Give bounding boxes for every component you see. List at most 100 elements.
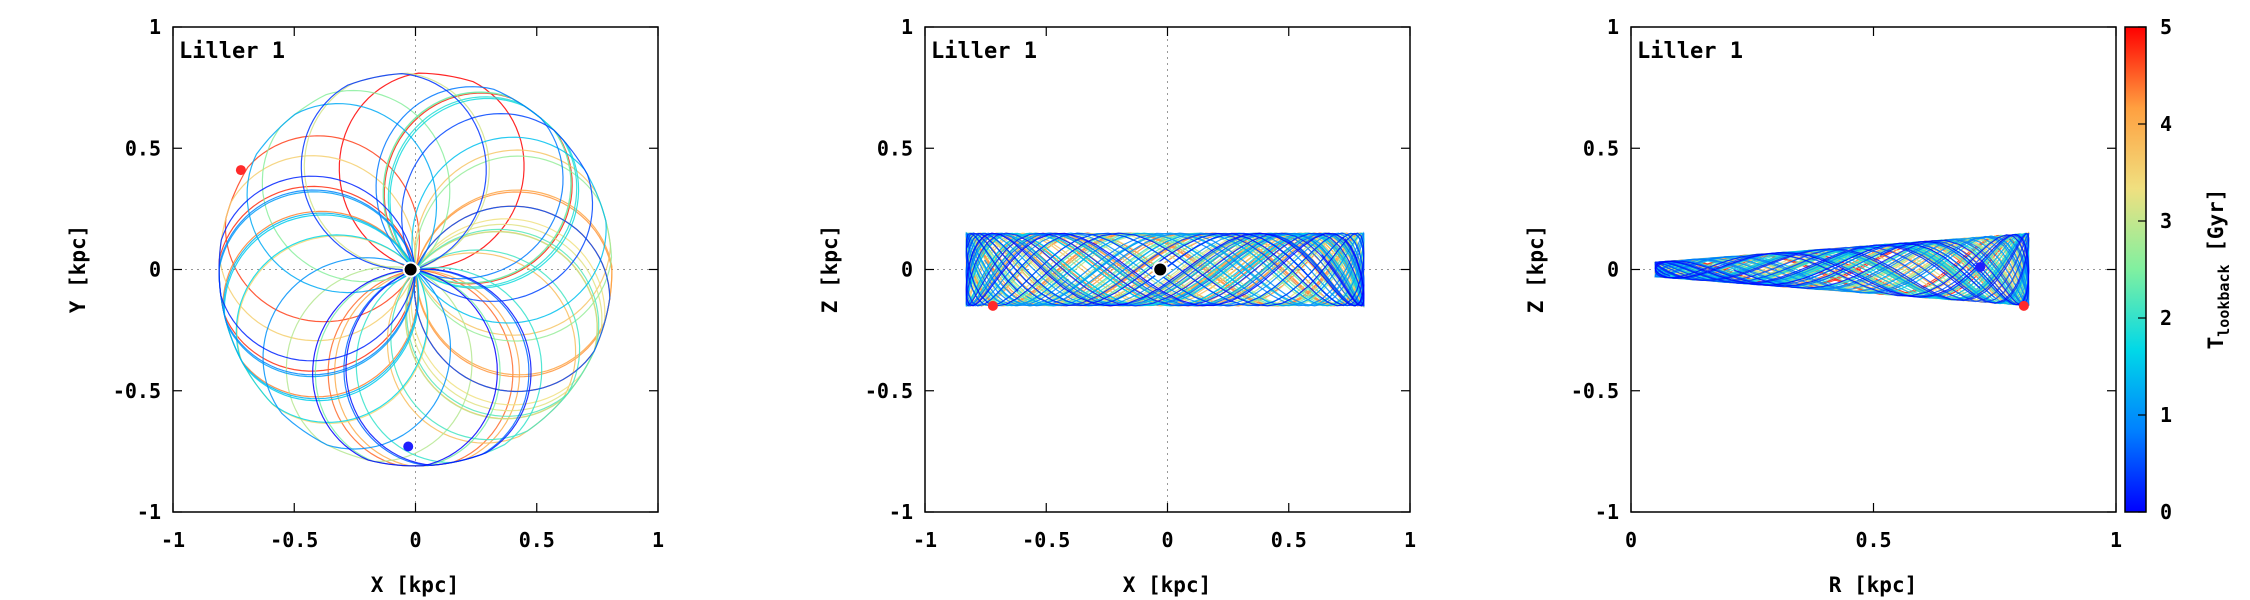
- orbit-trace: [389, 97, 580, 289]
- y-axis-label: Y [kpc]: [66, 225, 90, 314]
- x-tick-label: 0: [1625, 528, 1637, 552]
- panel-xz: -1 -0.5 0 0.5 1-1-0.500.51 Liller 1 X [kpc] …: [818, 15, 1416, 597]
- colorbar: 0 1 2 3 4 5 Tlookback [Gyr]: [2124, 15, 2233, 524]
- orbit-trace: [222, 210, 419, 398]
- orbit-trace: [338, 72, 525, 271]
- y-tick-label: 1: [1607, 15, 1619, 39]
- orbit-trace: [405, 228, 600, 417]
- y-tick-label: 1: [901, 15, 913, 39]
- x-axis-label: R [kpc]: [1829, 573, 1918, 597]
- markers-xz: [987, 261, 1169, 311]
- ticks-xz: -1 -0.5 0 0.5 1 -1 -0.5 0 0.5 1: [865, 15, 1416, 552]
- marker-center: [1152, 261, 1169, 278]
- y-tick-label: 0: [149, 258, 161, 282]
- marker-past: [1975, 262, 1986, 273]
- orbit-trace: [285, 266, 473, 463]
- x-tick-label: 0: [409, 528, 421, 552]
- x-tick-label: 0.5: [1855, 528, 1891, 552]
- marker-past: [403, 441, 414, 452]
- orbit-trace: [401, 112, 594, 302]
- y-tick-label: 0.5: [1583, 136, 1619, 160]
- panel-title: Liller 1: [179, 39, 285, 64]
- colorbar-ticks: 0 1 2 3 4 5: [2138, 15, 2172, 524]
- orbit-trace: [413, 205, 611, 393]
- orbit-trace: [235, 234, 429, 423]
- y-tick-label: -0.5: [113, 379, 161, 403]
- orbit-trace: [311, 269, 498, 467]
- colorbar-label-subscript: lookback: [2215, 264, 2233, 336]
- orbit-trace: [345, 268, 532, 466]
- y-axis-label: Z [kpc]: [1524, 225, 1548, 314]
- ticks-rz: 0 0.5 1 -1 -0.5 0 0.5 1: [1571, 15, 2122, 552]
- x-tick-label: -1: [161, 528, 185, 552]
- x-tick-label: 1: [2110, 528, 2122, 552]
- orbit-trace: [390, 249, 581, 441]
- orbit-trace: [224, 135, 421, 323]
- colorbar-tick-label: 5: [2160, 15, 2172, 39]
- colorbar-tick-label: 3: [2160, 209, 2172, 233]
- x-tick-label: -1: [913, 528, 937, 552]
- orbit-trace: [375, 86, 564, 280]
- colorbar-tick-label: 1: [2160, 403, 2172, 427]
- orbit-trace: [965, 232, 1365, 307]
- orbit-trace: [218, 155, 417, 342]
- x-tick-label: 1: [1404, 528, 1416, 552]
- x-tick-label: 0: [1161, 528, 1173, 552]
- orbit-trace: [965, 232, 1365, 307]
- orbit-trace: [300, 72, 487, 271]
- y-tick-label: 0.5: [877, 136, 913, 160]
- orbit-xz: [965, 231, 1365, 308]
- x-axis-label: X [kpc]: [1123, 573, 1212, 597]
- orbit-trace: [218, 175, 416, 362]
- orbit-trace: [1654, 232, 2030, 303]
- orbit-trace: [414, 155, 613, 342]
- orbit-xy: [218, 72, 613, 467]
- y-tick-label: -0.5: [1571, 379, 1619, 403]
- colorbar-gradient: [2124, 26, 2147, 513]
- ticks-xy: -1 -0.5 0 0.5 1 -1 -0.5 0 0.5 1: [113, 15, 664, 552]
- orbit-trace: [965, 232, 1365, 307]
- orbit-trace: [965, 231, 1365, 307]
- marker-present: [235, 165, 246, 176]
- panel-xy: -1 -0.5 0 0.5 1-1-0.500.51 Liller 1 X [kpc] …: [66, 15, 664, 597]
- x-tick-label: 0.5: [519, 528, 555, 552]
- orbit-trace: [411, 136, 607, 324]
- orbit-trace: [965, 232, 1365, 307]
- marker-present: [987, 300, 998, 311]
- colorbar-tick-label: 0: [2160, 500, 2172, 524]
- orbit-trace: [415, 189, 613, 376]
- y-tick-label: -1: [889, 500, 913, 524]
- orbit-trace: [1654, 233, 2030, 306]
- orbit-trace: [1654, 233, 2030, 304]
- marker-present: [2018, 300, 2029, 311]
- colorbar-tick-label: 2: [2160, 306, 2172, 330]
- orbit-trace: [261, 89, 451, 283]
- y-tick-label: 0.5: [125, 136, 161, 160]
- orbit-trace: [965, 232, 1365, 307]
- x-axis-label: X [kpc]: [371, 573, 460, 597]
- y-tick-label: -1: [137, 500, 161, 524]
- y-tick-label: -0.5: [865, 379, 913, 403]
- orbit-rz: [1653, 231, 2030, 307]
- panel-title: Liller 1: [1637, 39, 1743, 64]
- x-tick-label: 0.5: [1271, 528, 1307, 552]
- markers-rz: [1975, 262, 2029, 311]
- orbit-trace: [965, 232, 1365, 307]
- colorbar-label-unit: [Gyr]: [2204, 189, 2228, 265]
- markers-xy: [235, 165, 419, 452]
- colorbar-tick-label: 4: [2160, 112, 2172, 136]
- y-tick-label: -1: [1595, 500, 1619, 524]
- orbit-trace: [965, 232, 1365, 307]
- orbit-trace: [965, 232, 1365, 307]
- y-tick-label: 1: [149, 15, 161, 39]
- x-tick-label: 1: [652, 528, 664, 552]
- x-tick-label: -0.5: [1022, 528, 1070, 552]
- colorbar-label: Tlookback [Gyr]: [2204, 189, 2233, 350]
- y-axis-label: Z [kpc]: [818, 225, 842, 314]
- orbit-trace: [334, 269, 521, 467]
- y-tick-label: 0: [901, 258, 913, 282]
- orbit-trace: [246, 102, 438, 294]
- colorbar-label-main: T: [2204, 337, 2228, 350]
- orbit-trace: [222, 212, 419, 400]
